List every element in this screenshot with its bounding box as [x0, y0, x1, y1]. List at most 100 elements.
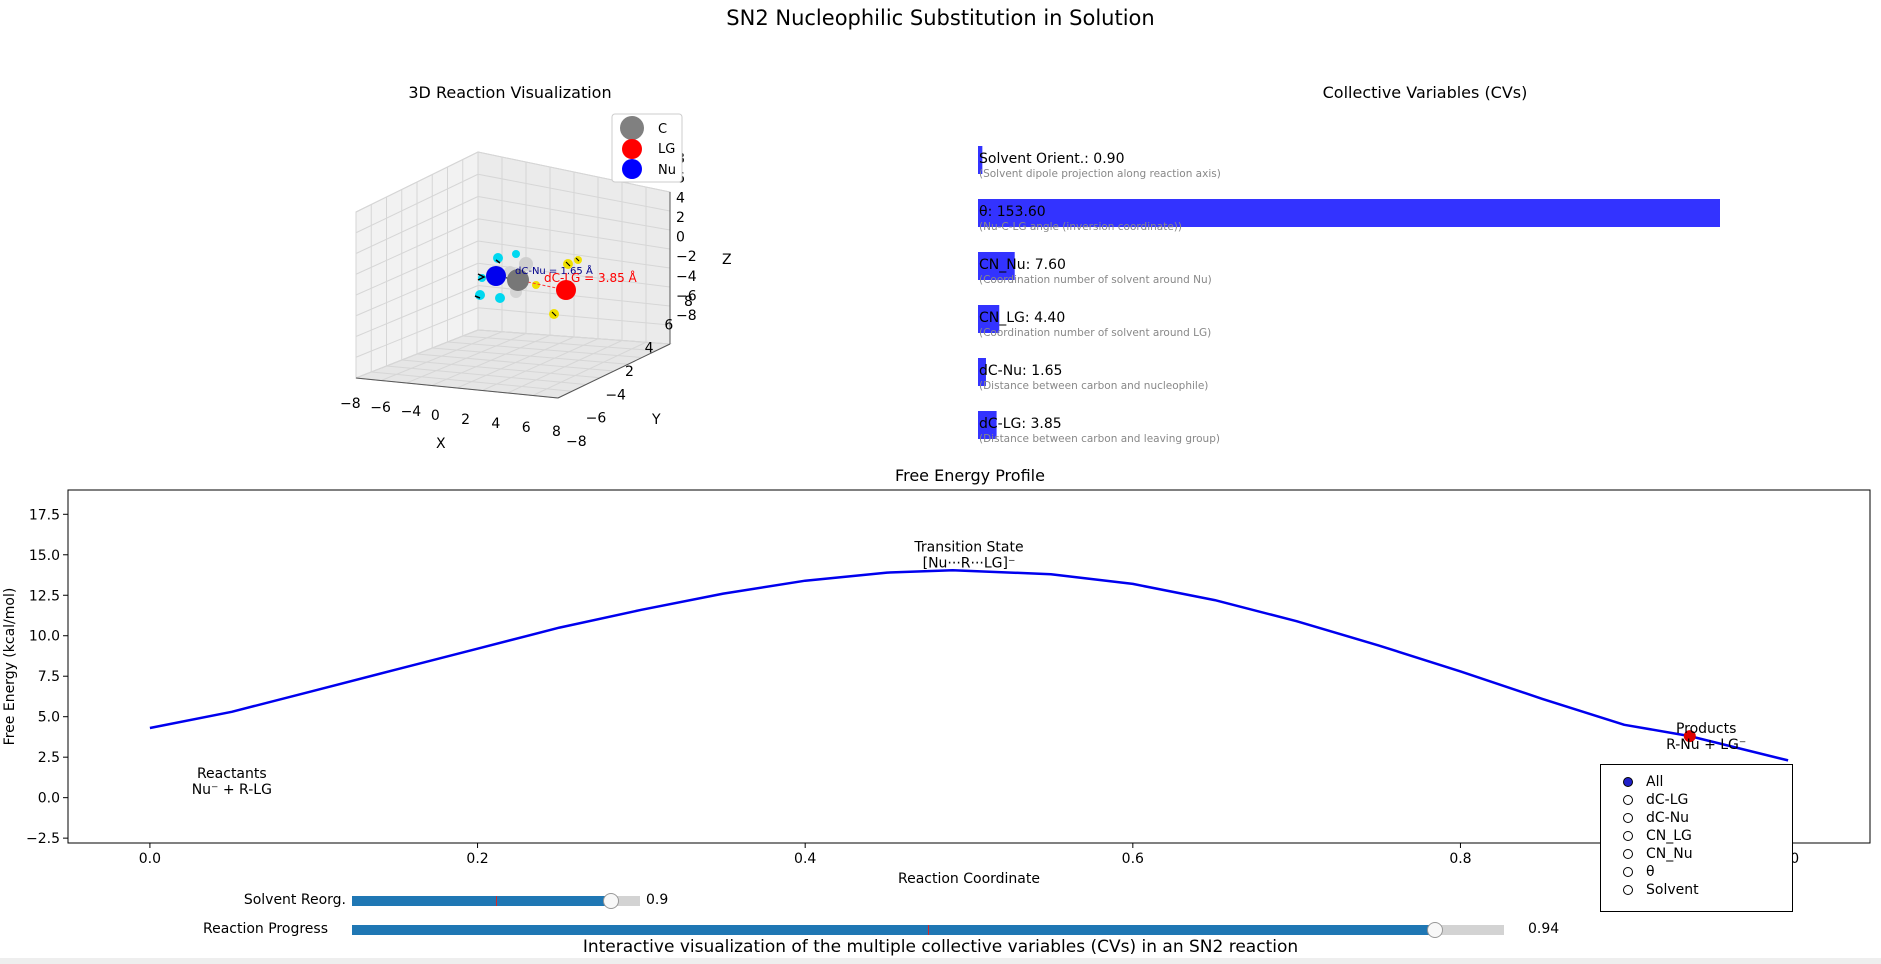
y-tick-label: 2: [625, 364, 634, 380]
distance-label-nu: dC-Nu = 1.65 Å: [515, 264, 593, 277]
radio-option-cn-lg[interactable]: CN_LG: [1623, 827, 1692, 845]
y-tick-label: −6: [586, 411, 607, 427]
cv-bar: [978, 199, 1720, 227]
grid-line: [532, 341, 647, 396]
z-tick-label: −2: [676, 249, 697, 265]
z-axis-label: Z: [722, 252, 732, 268]
grid-line: [482, 338, 599, 391]
solvent-dipole-arrows: [474, 259, 501, 299]
cv-bar-label: CN_LG: 4.40: [979, 310, 1065, 326]
y-tick-label: 17.5: [29, 507, 60, 523]
cv-description: (Distance between carbon and leaving gro…: [979, 433, 1220, 445]
radio-circle[interactable]: [1623, 831, 1633, 841]
plot-frame: [67, 489, 1871, 844]
z-tick-label: 4: [676, 190, 685, 206]
radio-circle[interactable]: [1623, 885, 1633, 895]
z-tick-label: 2: [676, 210, 685, 226]
radio-option-dc-nu[interactable]: dC-Nu: [1623, 809, 1689, 827]
x-tick-label: 0.2: [466, 851, 488, 867]
radio-label: CN_Nu: [1646, 846, 1693, 862]
radio-circle[interactable]: [1623, 795, 1633, 805]
bond-c-nu: [495, 275, 519, 281]
grid-line: [462, 335, 657, 352]
cv-bar-label: dC-Nu: 1.65: [979, 363, 1062, 379]
y-tick-label: 2.5: [38, 750, 60, 766]
radio-circle[interactable]: [1623, 777, 1633, 787]
figure-caption: Interactive visualization of the multipl…: [582, 937, 1299, 957]
nucleophile-atom: [486, 266, 506, 286]
grid-line: [477, 240, 671, 269]
slider-fill: [352, 896, 612, 906]
grid-lines: [355, 151, 671, 399]
slider-handle[interactable]: [603, 893, 620, 909]
grid-line: [355, 307, 479, 358]
cv-bar: [978, 146, 983, 174]
energy-annotation: Products: [1676, 721, 1736, 737]
legend-label-nu: Nu: [658, 163, 676, 178]
x-tick-label: 8: [552, 424, 561, 440]
solvent-dipole-arrows: [551, 257, 580, 317]
free-energy-title: Free Energy Profile: [895, 466, 1045, 485]
panel-3d-title: 3D Reaction Visualization: [408, 83, 612, 102]
y-tick-label: 6: [664, 317, 673, 333]
radio-circle[interactable]: [1623, 813, 1633, 823]
x-tick-label: 0.6: [1122, 851, 1144, 867]
legend-marker-nu: [622, 159, 642, 179]
y-axis-line: [557, 343, 671, 399]
x-tick-label: −6: [370, 400, 391, 416]
grid-line: [447, 341, 643, 358]
grid-line: [477, 307, 671, 326]
x-axis-label: Reaction Coordinate: [898, 871, 1040, 887]
carbon-atom: [507, 269, 529, 291]
solvent-reorg-slider[interactable]: [352, 893, 640, 909]
radio-option-dc-lg[interactable]: dC-LG: [1623, 791, 1688, 809]
y-tick-label: 4: [645, 341, 654, 357]
y-axis-label: Y: [651, 412, 661, 428]
z-tick-label: −4: [676, 269, 697, 285]
hydrogen-atom: [519, 257, 533, 271]
cv-bar: [978, 358, 986, 386]
cv-bar-label: θ: 153.60: [979, 204, 1046, 220]
radio-option-solvent[interactable]: Solvent: [1623, 881, 1699, 899]
x-tick-label: 0.0: [139, 851, 161, 867]
radio-circle[interactable]: [1623, 849, 1633, 859]
reaction-progress-slider[interactable]: [352, 922, 1504, 938]
cv-bar: [978, 305, 1000, 333]
solvent-molecule: [532, 281, 540, 289]
grid-line: [355, 240, 479, 296]
cv-description: (Distance between carbon and nucleophile…: [979, 380, 1208, 392]
legend-label-lg: LG: [658, 142, 675, 157]
cv-selector-radio[interactable]: All dC-LG dC-Nu CN_LG CN_Nu θ Solvent: [1600, 764, 1793, 912]
slider-label-solvent: Solvent Reorg.: [243, 892, 346, 908]
y-tick-label: −8: [566, 434, 587, 450]
y-tick-label: 5.0: [38, 710, 60, 726]
solvent-molecule: [475, 290, 485, 300]
x-tick-label: 2: [461, 412, 470, 428]
x-tick-label: −8: [340, 396, 361, 412]
x-tick-label: 0: [431, 408, 440, 424]
slider-fill: [352, 925, 1435, 935]
x-tick-label: −4: [401, 404, 422, 420]
radio-option-cn-nu[interactable]: CN_Nu: [1623, 845, 1693, 863]
grid-line: [432, 347, 629, 365]
energy-curve: [149, 568, 1789, 762]
legend-marker-lg: [622, 139, 642, 159]
x-tick-label: 4: [491, 416, 500, 432]
radio-circle[interactable]: [1623, 867, 1633, 877]
current-state-marker: [1683, 730, 1696, 743]
cv-bar-label: Solvent Orient.: 0.90: [979, 151, 1124, 167]
solvent-molecule: [495, 293, 505, 303]
slider-initial-marker: [496, 896, 497, 906]
slider-handle[interactable]: [1426, 922, 1443, 938]
radio-option-all[interactable]: All: [1623, 773, 1663, 791]
y-tick-label: 15.0: [29, 548, 60, 564]
y-axis-label: Free Energy (kcal/mol): [2, 588, 18, 746]
z-tick-label: −6: [676, 288, 697, 304]
radio-label: CN_LG: [1646, 828, 1692, 844]
slider-initial-marker: [928, 925, 929, 935]
radio-option--[interactable]: θ: [1623, 863, 1655, 881]
cv-description: (Coordination number of solvent around L…: [979, 327, 1211, 339]
z-tick-label: −8: [676, 308, 697, 324]
